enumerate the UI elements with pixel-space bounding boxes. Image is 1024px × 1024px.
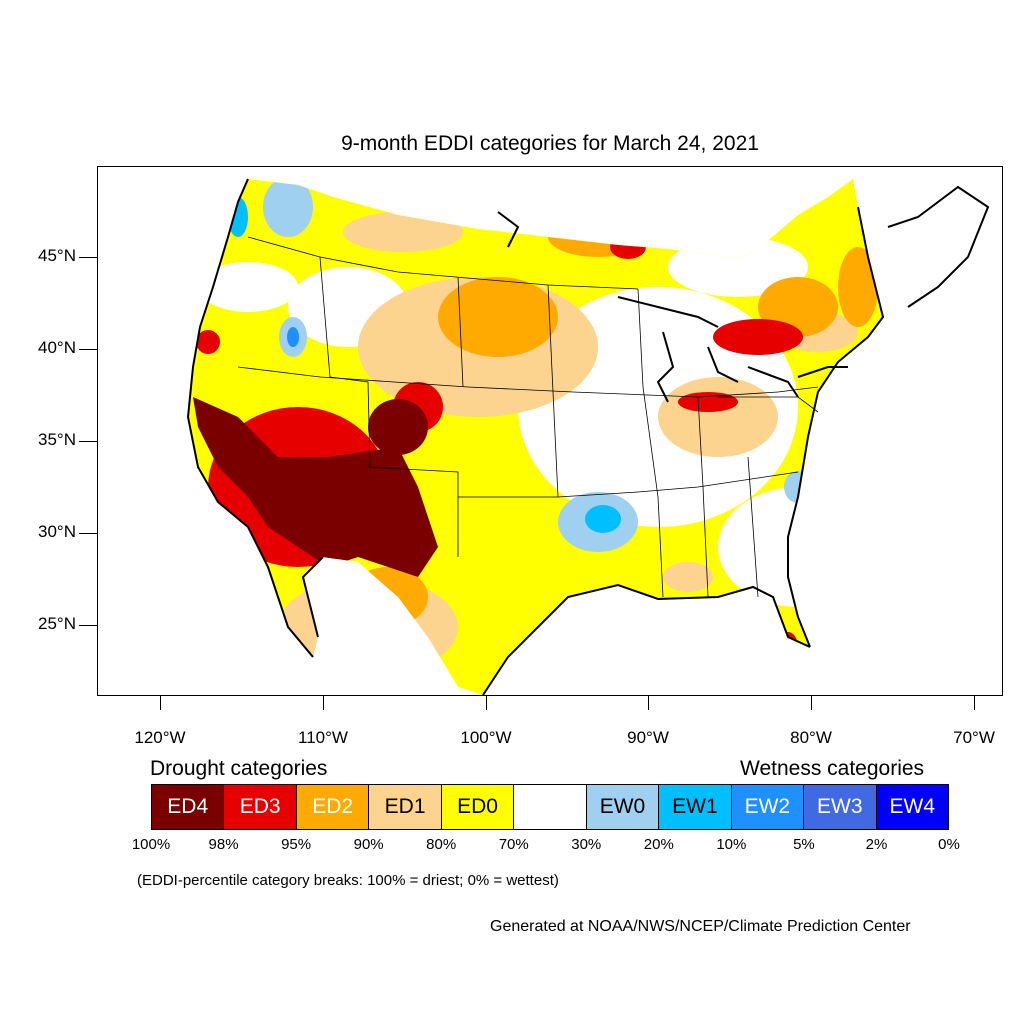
legend-colorbar: ED4 ED3 ED2 ED1 ED0 EW0 EW1 EW2 EW3 EW4 <box>151 784 949 830</box>
lat-label-35: 35°N <box>38 430 76 449</box>
legend-swatch-ew4: EW4 <box>876 785 948 829</box>
legend-break-label: 2% <box>865 836 888 853</box>
lon-label-70: 70°W <box>953 728 995 747</box>
lat-tick <box>79 257 97 258</box>
state-borders <box>237 236 819 598</box>
legend-swatch-ew3: EW3 <box>804 785 877 829</box>
lat-label-45: 45°N <box>38 246 76 265</box>
drought-heading: Drought categories <box>150 757 328 780</box>
lon-tick <box>974 696 975 710</box>
legend-swatch-ed4: ED4 <box>152 785 225 829</box>
lon-tick <box>160 696 161 710</box>
lat-label-40: 40°N <box>38 338 76 357</box>
lon-label-110: 110°W <box>298 728 348 747</box>
legend-swatch-ew1: EW1 <box>659 785 732 829</box>
lon-label-90: 90°W <box>627 728 669 747</box>
lon-tick <box>323 696 324 710</box>
legend-break-label: 95% <box>281 836 312 853</box>
legend-break-label: 10% <box>716 836 747 853</box>
lon-tick <box>648 696 649 710</box>
lat-tick <box>79 349 97 350</box>
legend-break-label: 90% <box>353 836 384 853</box>
legend-swatch-ew0: EW0 <box>586 785 660 829</box>
legend-swatch-ed0: ED0 <box>441 785 515 829</box>
legend-break-label: 70% <box>498 836 529 853</box>
lon-tick <box>811 696 812 710</box>
legend-break-label: 20% <box>643 836 674 853</box>
eddi-field <box>188 179 883 695</box>
coastline <box>186 178 990 695</box>
legend-break-label: 30% <box>571 836 602 853</box>
legend-swatch-neutral <box>514 785 587 829</box>
wetness-heading: Wetness categories <box>740 757 925 780</box>
lon-label-120: 120°W <box>134 728 186 747</box>
legend-break-label: 5% <box>793 836 815 853</box>
map-title: 9-month EDDI categories for March 24, 20… <box>341 132 759 155</box>
lon-label-80: 80°W <box>790 728 832 747</box>
lon-tick <box>486 696 487 710</box>
lat-tick <box>79 441 97 442</box>
legend-swatch-ed2: ED2 <box>296 785 370 829</box>
lat-tick <box>79 533 97 534</box>
legend-break-label: 80% <box>426 836 457 853</box>
legend-break-label: 100% <box>131 836 171 853</box>
lat-tick <box>79 625 97 626</box>
legend-break-label: 98% <box>208 836 239 853</box>
lon-label-100: 100°W <box>460 728 512 747</box>
credit-line: Generated at NOAA/NWS/NCEP/Climate Predi… <box>490 918 911 935</box>
lat-label-30: 30°N <box>38 522 76 541</box>
map-frame <box>97 166 1003 696</box>
legend-swatch-ed1: ED1 <box>369 785 442 829</box>
legend-swatch-ed3: ED3 <box>224 785 297 829</box>
category-note: (EDDI-percentile category breaks: 100% =… <box>137 872 559 889</box>
legend-break-label: 0% <box>938 836 960 853</box>
lat-label-25: 25°N <box>38 614 76 633</box>
legend-swatch-ew2: EW2 <box>731 785 805 829</box>
eddi-map <box>186 178 990 695</box>
